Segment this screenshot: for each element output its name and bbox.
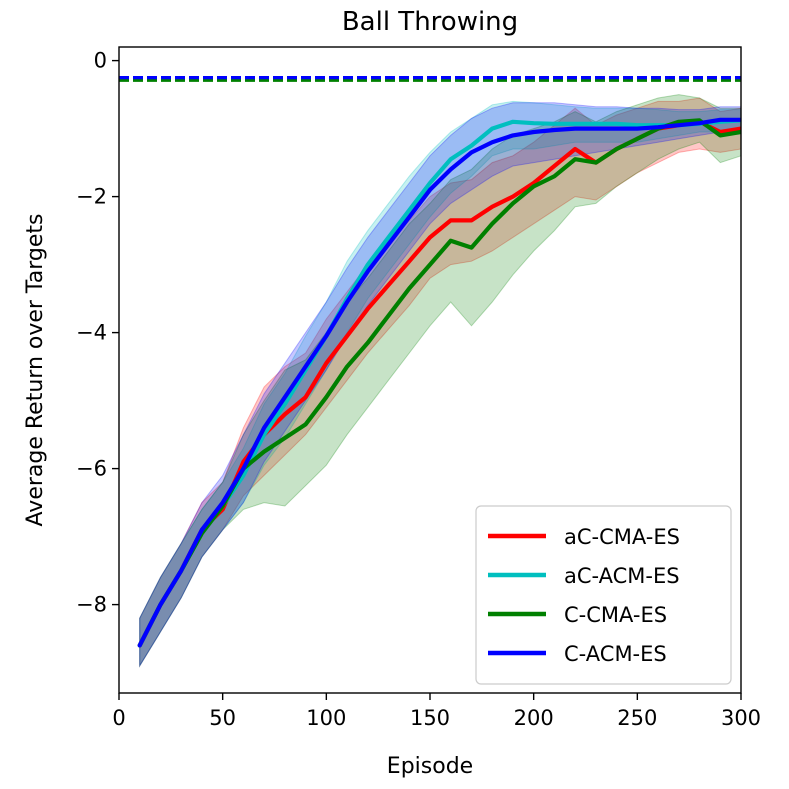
x-tick-label: 50 [209, 706, 236, 730]
x-tick-label: 300 [721, 706, 761, 730]
x-tick-label: 0 [112, 706, 125, 730]
chart-title: Ball Throwing [342, 7, 518, 37]
legend-box [475, 505, 732, 685]
band-ac-acm-es [139, 100, 741, 668]
x-tick-label: 100 [306, 706, 346, 730]
x-tick-label: 150 [410, 706, 450, 730]
legend-label-c-acm-es: C-ACM-ES [564, 642, 667, 666]
x-axis-ticks: 0 50 100 150 200 250 300 [112, 693, 761, 730]
legend-label-ac-cma-es: aC-CMA-ES [564, 525, 680, 549]
x-tick-label: 200 [514, 706, 554, 730]
y-tick-label: −8 [76, 593, 107, 617]
reference-lines [119, 75, 741, 82]
line-ac-acm-es [137, 118, 741, 648]
y-tick-label: 0 [94, 49, 107, 73]
line-c-acm-es [137, 117, 741, 648]
legend-label-ac-acm-es: aC-ACM-ES [564, 564, 680, 588]
y-tick-label: −2 [76, 185, 107, 209]
y-axis-label: Average Return over Targets [23, 214, 48, 527]
y-tick-label: −6 [76, 457, 107, 481]
y-tick-label: −4 [76, 321, 107, 345]
x-axis-label: Episode [387, 754, 473, 779]
band-ac-cma-es [139, 97, 741, 668]
legend-label-c-cma-es: C-CMA-ES [564, 603, 667, 627]
legend: aC-CMA-ES aC-ACM-ES C-CMA-ES C-ACM-ES [475, 505, 732, 685]
y-axis-ticks: −8 −6 −4 −2 0 [76, 49, 119, 617]
x-tick-label: 250 [617, 706, 657, 730]
series-lines [137, 117, 741, 648]
band-c-acm-es [139, 102, 741, 668]
